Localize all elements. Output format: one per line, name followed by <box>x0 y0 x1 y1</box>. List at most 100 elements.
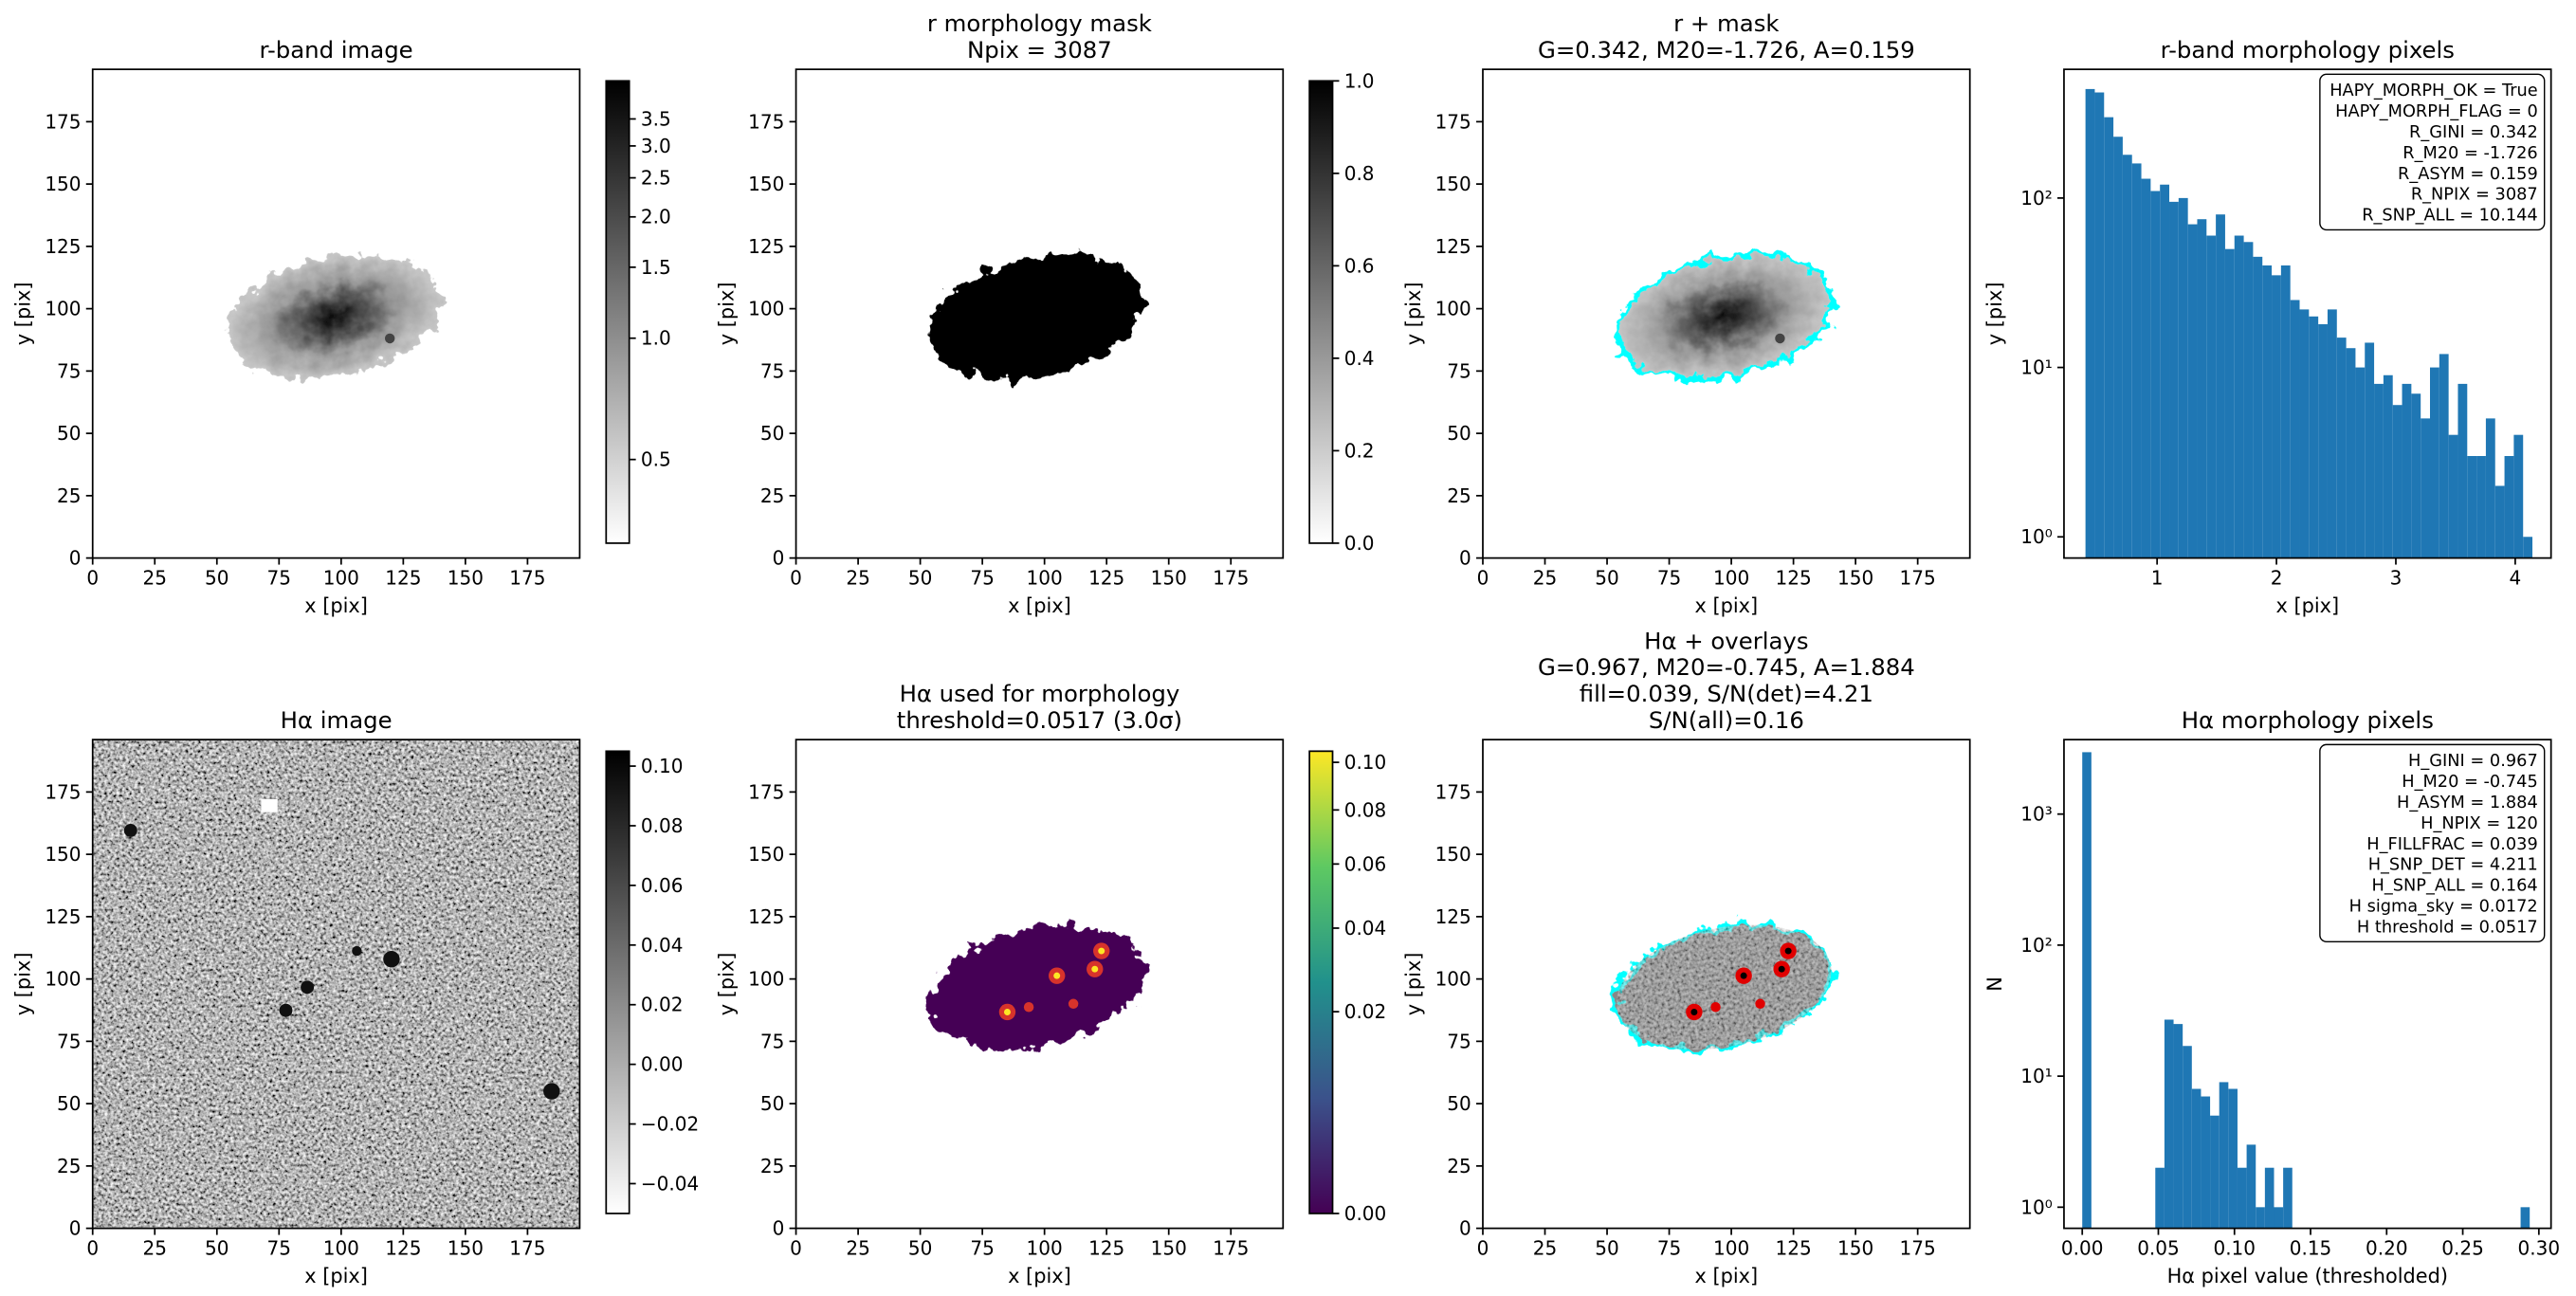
ha-spot <box>1710 1002 1721 1013</box>
x-tick-label: 125 <box>1775 1236 1811 1259</box>
y-tick-label: 75 <box>760 1030 784 1052</box>
y-tick-label: 125 <box>748 905 784 928</box>
y-axis-label: y [pix] <box>12 283 35 346</box>
y-tick-label: 0 <box>773 547 785 570</box>
y-axis-label: y [pix] <box>1983 283 2006 346</box>
y-axis-label: y [pix] <box>715 953 738 1016</box>
ha-noise <box>92 739 580 1229</box>
x-tick-label: 75 <box>1657 1236 1681 1259</box>
annotation-line: H_M20 = -0.745 <box>2402 773 2538 792</box>
y-tick-label: 75 <box>760 359 784 382</box>
hist-bar <box>2365 342 2375 558</box>
hist-bar <box>2523 537 2533 558</box>
hist-bar <box>2383 374 2393 558</box>
hist-bar <box>2280 265 2291 558</box>
hist-bar <box>2374 383 2384 558</box>
y-tick-label: 175 <box>1435 110 1471 133</box>
hist-bar <box>2355 367 2366 558</box>
x-tick-label: 100 <box>1713 1236 1749 1259</box>
x-tick-label: 175 <box>1900 566 1936 589</box>
panel-title: Npix = 3087 <box>967 36 1112 64</box>
y-tick-label: 175 <box>748 780 784 803</box>
x-tick-label: 100 <box>1713 566 1749 589</box>
x-axis-label: x [pix] <box>1008 1265 1071 1287</box>
y-tick-label: 0 <box>69 1217 82 1240</box>
y-tick-label: 100 <box>748 968 784 991</box>
colorbar-tick-label: 1.0 <box>641 327 671 350</box>
y-axis-label: N <box>1983 977 2006 992</box>
hist-bar <box>2122 155 2132 558</box>
galaxy-knot <box>384 333 395 344</box>
panel-title: r-band morphology pixels <box>2161 36 2455 64</box>
colorbar-tick-label: 0.2 <box>1344 439 1375 462</box>
mask-region <box>929 254 1144 380</box>
x-tick-label: 50 <box>205 566 228 589</box>
x-tick-label: 0.30 <box>2518 1236 2561 1259</box>
hist-bar <box>2485 418 2495 558</box>
annotation-line: HAPY_MORPH_FLAG = 0 <box>2335 102 2538 121</box>
y-tick-label: 125 <box>45 905 81 928</box>
x-axis-label: x [pix] <box>1694 594 1758 617</box>
y-tick-label: 175 <box>1435 780 1471 803</box>
ha-spot-core <box>1091 965 1099 973</box>
hist-bar <box>2155 1167 2165 1229</box>
hist-bar <box>2141 178 2151 558</box>
x-tick-label: 0.15 <box>2290 1236 2332 1259</box>
y-tick-label: 10² <box>2020 187 2053 210</box>
annotation-line: R_SNP_ALL = 10.144 <box>2362 207 2538 226</box>
hist-bar <box>2216 214 2225 558</box>
colorbar-tick-label: 3.5 <box>641 107 671 130</box>
x-tick-label: 50 <box>1595 1236 1618 1259</box>
x-tick-label: 100 <box>1027 1236 1063 1259</box>
x-tick-label: 0.00 <box>2061 1236 2104 1259</box>
hist-bar <box>2467 456 2477 558</box>
axes-frame <box>795 68 1285 559</box>
y-axis-label: y [pix] <box>715 283 738 346</box>
x-tick-label: 75 <box>267 566 291 589</box>
annotation-line: H sigma_sky = 0.0172 <box>2349 898 2538 917</box>
x-tick-label: 150 <box>1151 1236 1187 1259</box>
panel-title: G=0.967, M20=-0.745, A=1.884 <box>1538 653 1915 681</box>
x-tick-label: 100 <box>323 1236 359 1259</box>
x-tick-label: 150 <box>1837 566 1873 589</box>
ha-spot <box>1023 1002 1034 1013</box>
hist-bar <box>2243 242 2254 558</box>
x-axis-label: x [pix] <box>1694 1265 1758 1287</box>
y-tick-label: 150 <box>748 173 784 195</box>
x-tick-label: 150 <box>1151 566 1187 589</box>
y-tick-label: 125 <box>45 235 81 258</box>
colorbar-tick-label: 0.06 <box>1344 852 1387 875</box>
y-tick-label: 10⁰ <box>2020 525 2053 548</box>
colorbar <box>605 750 630 1214</box>
hist-bar <box>2448 434 2458 558</box>
x-tick-label: 75 <box>267 1236 291 1259</box>
y-tick-label: 100 <box>1435 298 1471 320</box>
galaxy-region <box>226 254 442 380</box>
ha-spot <box>1068 998 1079 1009</box>
galaxy-noise <box>1617 924 1832 1050</box>
annotation-line: H_GINI = 0.967 <box>2408 752 2538 771</box>
y-tick-label: 10¹ <box>2020 1065 2053 1087</box>
hist-bar <box>2283 1167 2293 1229</box>
axes-frame <box>2063 739 2552 1230</box>
y-axis-label: y [pix] <box>1402 283 1425 346</box>
y-tick-label: 125 <box>1435 235 1471 258</box>
x-tick-label: 0.25 <box>2441 1236 2484 1259</box>
hist-bar <box>2150 191 2161 558</box>
x-tick-label: 100 <box>1027 566 1063 589</box>
x-tick-label: 125 <box>385 566 421 589</box>
hist-bar <box>2131 163 2142 558</box>
colorbar-tick-label: 0.5 <box>641 448 671 471</box>
x-tick-label: 75 <box>970 1236 994 1259</box>
colorbar-tick-label: 0.10 <box>641 755 684 777</box>
galaxy-knot <box>1775 333 1785 344</box>
ha-spot-core <box>1003 1008 1011 1015</box>
y-tick-label: 50 <box>1447 1092 1471 1115</box>
y-tick-label: 150 <box>45 173 81 195</box>
ha-dark-spot <box>301 980 315 995</box>
x-tick-label: 2 <box>2271 566 2283 589</box>
hist-bar <box>2082 752 2092 1229</box>
x-tick-label: 50 <box>205 1236 228 1259</box>
